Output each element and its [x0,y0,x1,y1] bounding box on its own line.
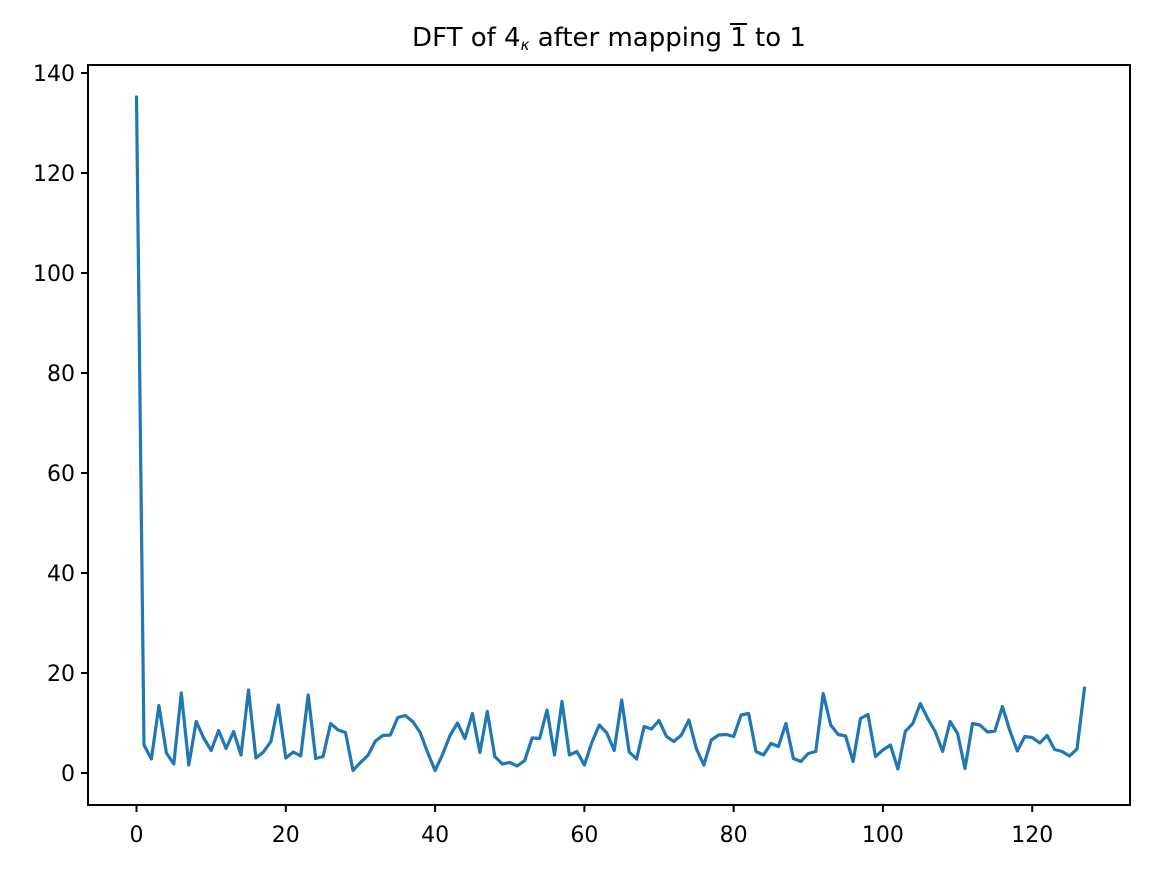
y-tick-label: 0 [61,762,75,787]
y-tick-label: 80 [47,362,75,387]
title-overbar-one: 1 [730,23,747,53]
x-tick-label: 80 [720,823,748,848]
y-tick-label: 20 [47,662,75,687]
x-tick-label: 100 [862,823,904,848]
y-tick-label: 120 [33,162,75,187]
x-tick-label: 40 [421,823,449,848]
x-tick-label: 0 [130,823,144,848]
x-tick-label: 20 [272,823,300,848]
dft-series-line [134,95,1087,773]
ticks-layer: 0 20 40 60 80 100 120 0 20 40 60 80 100 120 140 [33,62,1053,848]
title-suffix: to 1 [746,23,806,53]
series-layer [134,95,1087,773]
y-tick-label: 60 [47,462,75,487]
title-subscript-kappa: κ [520,36,530,54]
chart-title: DFT of 4κ after mapping 1 to 1 [88,23,1130,53]
frame-layer [87,64,1131,806]
x-tick-label: 120 [1011,823,1053,848]
plot-frame [87,64,1131,806]
title-prefix: DFT of 4 [412,23,521,53]
title-mid: after mapping [529,23,731,53]
y-tick-label: 100 [33,262,75,287]
y-tick-label: 140 [33,62,75,87]
y-tick-label: 40 [47,562,75,587]
x-tick-label: 60 [570,823,598,848]
